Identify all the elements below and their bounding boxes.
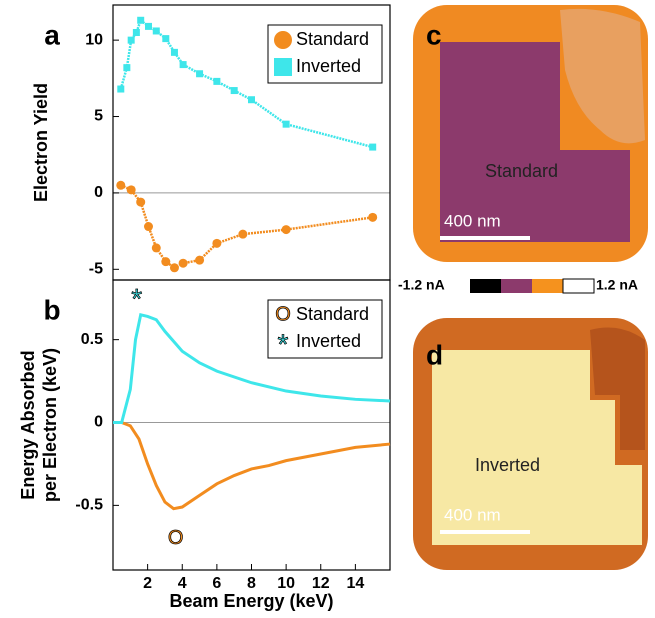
point (161, 257, 171, 267)
point (195, 255, 205, 265)
point (178, 258, 188, 268)
x-tick-label: 6 (212, 575, 221, 592)
image-d: d Inverted 400 nm (413, 318, 648, 570)
point (162, 35, 170, 43)
panel-label: c (426, 19, 442, 50)
image-feature (560, 8, 645, 144)
legend-label: Standard (296, 29, 369, 49)
x-tick-label: 14 (346, 575, 364, 592)
y-tick-label: -0.5 (75, 497, 103, 514)
point (127, 36, 135, 44)
point (123, 64, 131, 72)
x-tick-label: 2 (143, 575, 152, 592)
image-label: Standard (485, 161, 558, 181)
scale-label: 400 nm (444, 211, 501, 230)
point (117, 85, 125, 93)
point (248, 96, 255, 104)
series-line (120, 184, 373, 270)
legend-label: Inverted (296, 331, 361, 351)
y-axis-label: Energy Absorbed (18, 350, 38, 499)
colorbar-min: -1.2 nA (398, 277, 445, 293)
point (136, 197, 146, 207)
point (179, 61, 187, 69)
x-axis-label: Beam Energy (keV) (169, 591, 333, 611)
point (213, 77, 221, 85)
image-region (432, 350, 642, 545)
point (281, 225, 291, 235)
legend-symbol: O (275, 303, 291, 325)
y-tick-label: 5 (94, 108, 103, 125)
y-axis-label: per Electron (keV) (40, 348, 60, 502)
curve-symbol: * (131, 283, 142, 314)
point (282, 120, 290, 128)
colorbar-max: 1.2 nA (596, 277, 638, 293)
panel-label: b (43, 294, 60, 325)
series-curve (113, 312, 391, 425)
panel-label: a (44, 19, 60, 50)
point (230, 87, 238, 95)
point (170, 48, 178, 56)
point (196, 70, 204, 78)
image-label: Inverted (475, 455, 540, 475)
point (151, 243, 161, 253)
point (143, 222, 153, 232)
y-tick-label: -5 (89, 261, 103, 278)
panel-label: d (426, 339, 443, 370)
legend-label: Standard (296, 304, 369, 324)
legend-label: Inverted (296, 56, 361, 76)
point (132, 29, 140, 36)
point (152, 27, 160, 35)
point (369, 143, 377, 151)
legend-box (267, 299, 383, 359)
point (126, 185, 136, 195)
x-tick-label: 12 (312, 575, 330, 592)
colorbar-segment (501, 279, 532, 293)
y-tick-label: 10 (85, 31, 103, 48)
image-c: c Standard 400 nm (413, 5, 648, 262)
y-tick-label: 0 (94, 184, 103, 201)
scale-label: 400 nm (444, 505, 501, 524)
legend-marker (274, 31, 292, 49)
y-tick-label: 0.5 (81, 331, 103, 348)
legend-symbol: * (278, 328, 289, 359)
image-feature (590, 327, 645, 450)
colorbar: -1.2 nA 1.2 nA (398, 277, 638, 294)
image-region (440, 42, 630, 242)
point (116, 180, 126, 190)
colorbar-segment (562, 278, 595, 294)
point (137, 16, 145, 24)
point (368, 212, 378, 222)
point (144, 22, 152, 30)
curve-symbol: O (168, 527, 184, 549)
point (212, 238, 222, 248)
colorbar-segment (532, 279, 563, 293)
x-tick-label: 10 (277, 575, 295, 592)
legend-marker (274, 58, 292, 76)
x-tick-label: 4 (178, 575, 187, 592)
y-tick-label: 0 (94, 414, 103, 431)
x-tick-label: 8 (247, 575, 256, 592)
plot-frame (112, 279, 391, 571)
point (238, 229, 248, 239)
series-curve (113, 421, 391, 511)
colorbar-segment (470, 279, 501, 293)
series-line (119, 18, 374, 149)
y-axis-label: Electron Yield (31, 83, 51, 202)
point (169, 263, 179, 273)
